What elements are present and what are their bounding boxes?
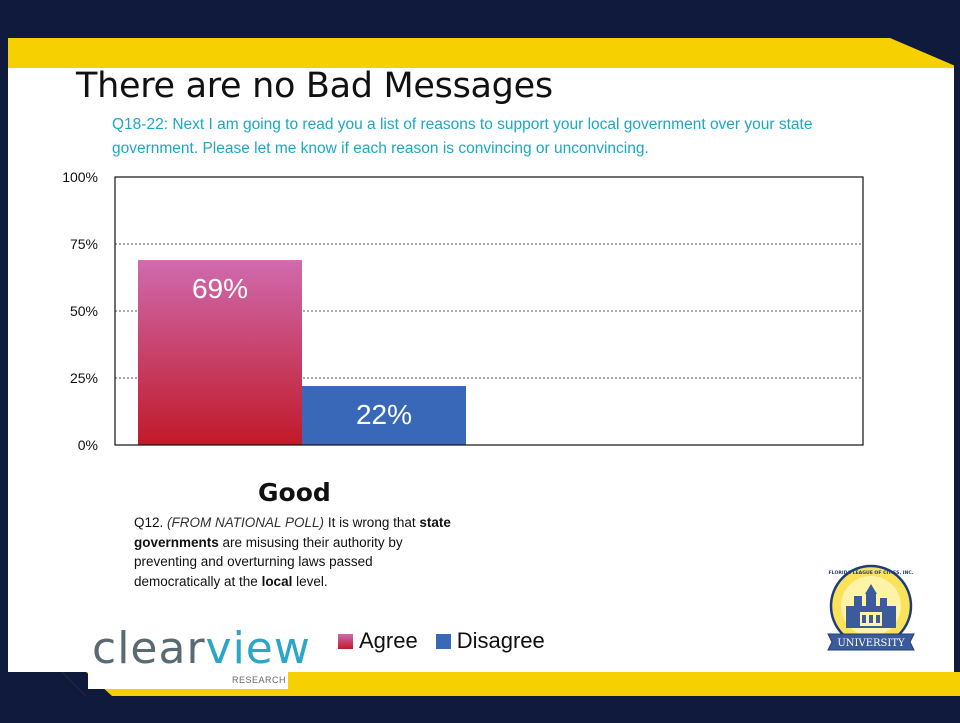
legend-label-agree: Agree xyxy=(359,628,418,653)
question-number: Q18-22: xyxy=(112,116,169,133)
q12-note: Q12. (FROM NATIONAL POLL) It is wrong th… xyxy=(134,513,460,591)
legend-swatch-disagree xyxy=(435,633,451,649)
bars: 69% 22% xyxy=(138,260,466,445)
category-label: Good xyxy=(258,478,331,507)
legend-label-disagree: Disagree xyxy=(456,628,545,653)
logo-word-b: view xyxy=(205,623,311,674)
clearview-logo: clearview RESEARCH xyxy=(88,623,310,689)
question-text: Q18-22: Next I am going to read you a li… xyxy=(112,113,902,161)
seal-arc-text: FLORIDA LEAGUE OF CITIES, INC. xyxy=(829,570,914,576)
plot-frame xyxy=(114,176,864,446)
frame-right xyxy=(954,0,960,723)
data-label-disagree: 22% xyxy=(356,399,412,430)
q12-bold2: local xyxy=(261,573,293,589)
bar-disagree xyxy=(302,386,466,445)
slide-title: There are no Bad Messages xyxy=(76,66,553,106)
q12-part1: It is wrong that xyxy=(324,515,420,530)
flc-university-seal: FLORIDA LEAGUE OF CITIES, INC. UNIVERSIT… xyxy=(827,564,915,651)
y-tick-label-0: 0% xyxy=(78,437,98,453)
q12-source: (FROM NATIONAL POLL) xyxy=(167,515,325,530)
y-axis-ticks: 0% 25% 50% 75% 100% xyxy=(62,169,98,453)
question-body: Next I am going to read you a list of re… xyxy=(112,116,813,157)
y-tick-label-75: 75% xyxy=(70,236,98,252)
chart-legend: Agree Disagree xyxy=(338,628,563,654)
q12-part2: are misusing their authority by preventi… xyxy=(134,534,403,589)
logo-wordmark: clearview xyxy=(92,623,311,674)
q12-bold1: state governments xyxy=(134,515,451,550)
y-tick-label-50: 50% xyxy=(70,303,98,319)
frame-left xyxy=(0,0,8,723)
q12-part3: level. xyxy=(292,573,328,589)
legend-swatch-agree xyxy=(338,633,353,649)
header-band-navy xyxy=(0,0,960,38)
legend-item-agree: Agree xyxy=(338,628,418,654)
data-label-agree: 69% xyxy=(192,273,248,304)
header-band-gold xyxy=(0,38,960,68)
seal-banner-text: UNIVERSITY xyxy=(837,638,905,649)
q12-prefix: Q12. xyxy=(134,515,168,530)
logo-subtitle: RESEARCH xyxy=(232,675,287,685)
y-tick-label-25: 25% xyxy=(70,370,98,386)
bar-agree xyxy=(138,260,302,445)
logo-word-a: clear xyxy=(92,623,206,674)
legend-item-disagree: Disagree xyxy=(435,628,545,654)
y-tick-label-100: 100% xyxy=(62,169,98,185)
